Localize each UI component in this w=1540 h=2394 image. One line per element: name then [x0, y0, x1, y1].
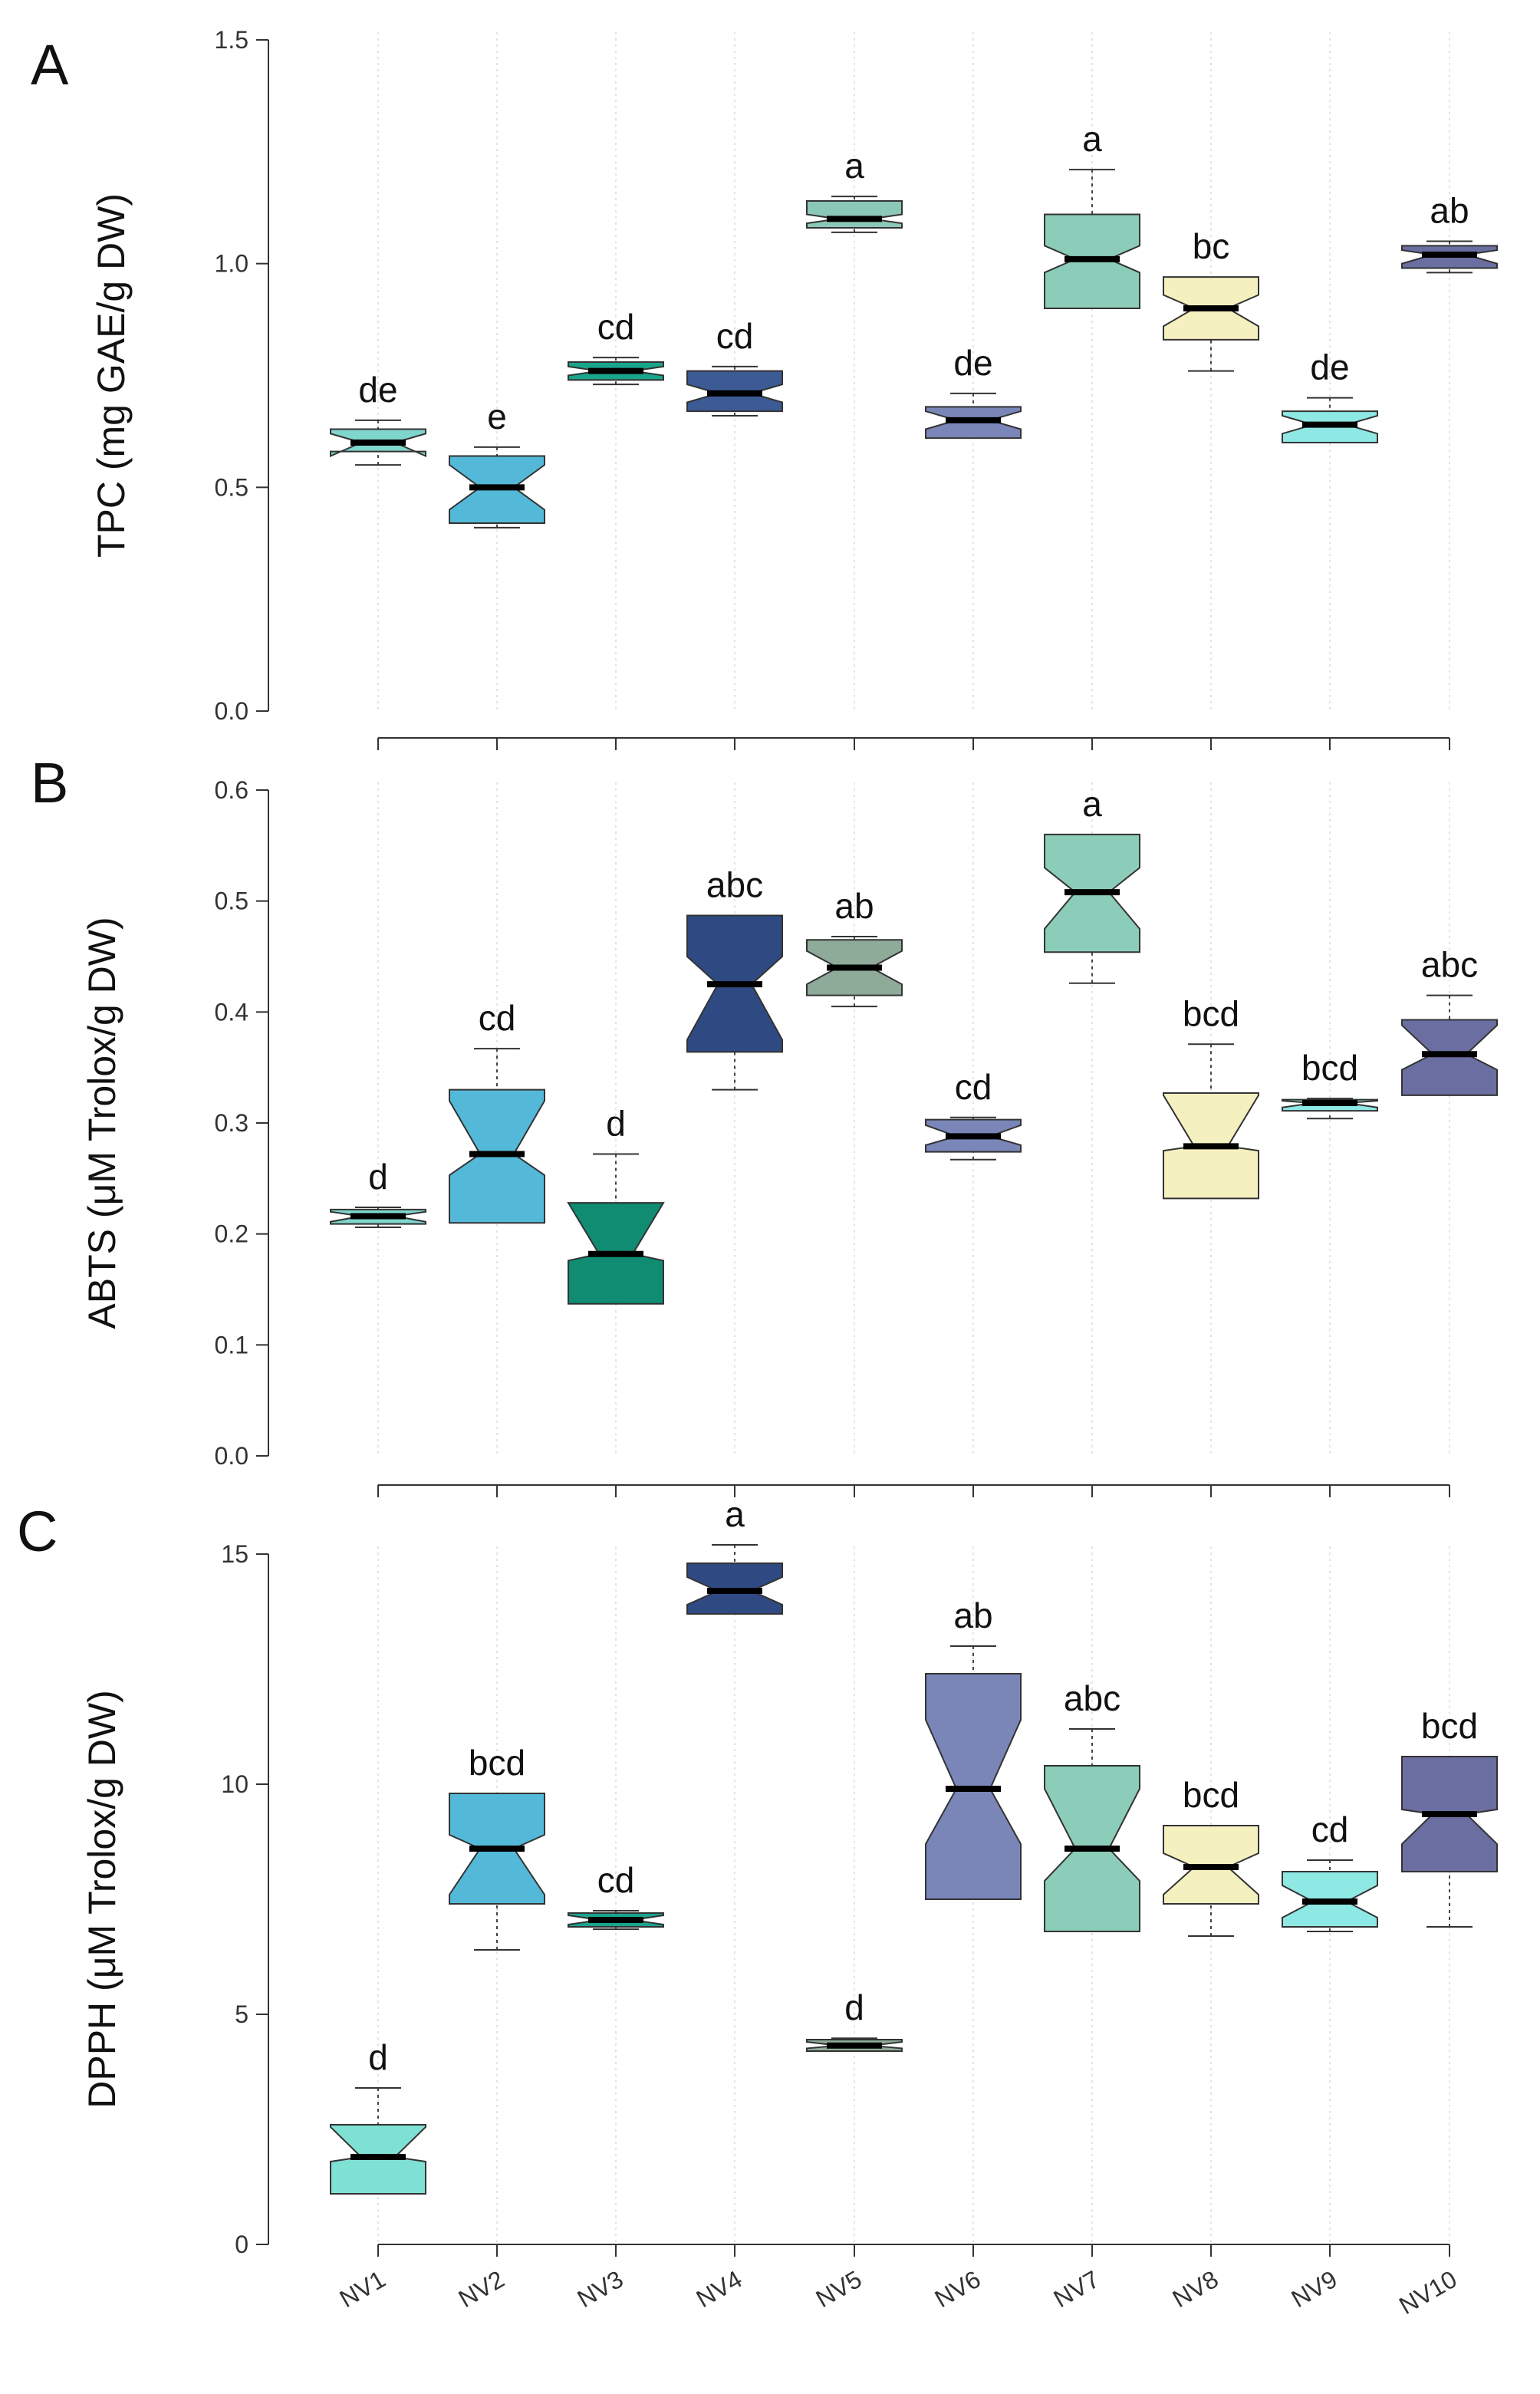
significance-letter: bcd [1421, 1706, 1478, 1746]
significance-letter: bcd [1183, 1775, 1239, 1815]
y-tick-label: 0 [235, 2231, 248, 2258]
panel-label: A [31, 33, 69, 97]
y-tick-label: 0.6 [215, 776, 248, 804]
box-NV3: cd [568, 307, 664, 386]
panel-B: 0.0 0.1 0.2 0.3 0.4 0.5 0.6 ABTS (μM Trolox/g D… [31, 751, 1498, 1497]
box-NV1: de [330, 370, 426, 466]
significance-letter: de [358, 370, 397, 410]
box-NV7: a [1044, 784, 1140, 984]
x-tick-label: NV10 [1394, 2265, 1461, 2320]
significance-letter: ab [953, 1595, 992, 1635]
y-tick-label: 10 [221, 1770, 248, 1798]
panel-A: 0.0 0.5 1.0 1.5 TPC (mg GAE/g DW) Ade e cd cd a de… [31, 26, 1498, 750]
panel-C: 0 5 10 15 DPPH (μM Trolox/g DW) C NV1 NV2 NV3 NV4… [17, 1494, 1498, 2320]
box-NV4: cd [686, 316, 783, 417]
significance-letter: bcd [469, 1743, 525, 1783]
x-tick-label: NV8 [1168, 2265, 1223, 2313]
y-tick-label: 0.0 [215, 697, 248, 725]
box-NV9: cd [1282, 1809, 1378, 1932]
x-tick-label: NV1 [335, 2265, 390, 2313]
box-NV8: bcd [1163, 1775, 1259, 1937]
significance-letter: a [725, 1494, 745, 1534]
box-NV8: bc [1163, 226, 1259, 372]
y-tick-label: 0.5 [215, 473, 248, 501]
x-tick-label: NV4 [692, 2265, 747, 2313]
significance-letter: a [844, 146, 864, 186]
box-NV1: d [330, 1157, 426, 1228]
notched-box [806, 200, 903, 229]
significance-letter: d [368, 2037, 388, 2077]
box-NV6: de [925, 343, 1022, 440]
significance-letter: cd [955, 1067, 992, 1107]
y-tick-label: 5 [235, 2000, 248, 2028]
significance-letter: abc [1421, 945, 1478, 985]
y-axis-title: TPC (mg GAE/g DW) [90, 193, 133, 558]
significance-letter: d [844, 1987, 864, 2027]
significance-letter: cd [1311, 1809, 1349, 1849]
box-NV3: d [567, 1104, 665, 1305]
panel-label: B [31, 751, 68, 815]
significance-letter: abc [706, 864, 763, 904]
box-NV4: abc [686, 864, 783, 1091]
y-tick-label: 0.4 [215, 998, 248, 1026]
box-NV6: cd [925, 1067, 1022, 1161]
x-tick-label: NV3 [573, 2265, 628, 2313]
box-NV8: bcd [1163, 993, 1259, 1200]
y-tick-label: 0.1 [215, 1331, 248, 1358]
y-tick-label: 1.0 [215, 250, 248, 278]
box-NV5: a [806, 146, 903, 233]
significance-letter: d [368, 1157, 388, 1197]
y-tick-label: 0.3 [215, 1109, 248, 1137]
x-tick-label: NV7 [1049, 2265, 1104, 2313]
box-NV7: a [1044, 119, 1140, 309]
box-NV1: d [330, 2037, 426, 2195]
box-NV3: cd [568, 1860, 664, 1930]
significance-letter: cd [597, 1860, 635, 1900]
significance-letter: d [606, 1104, 626, 1144]
box-NV2: cd [449, 998, 545, 1224]
y-axis-title: ABTS (μM Trolox/g DW) [81, 917, 123, 1329]
significance-letter: a [1082, 119, 1102, 159]
significance-letter: abc [1064, 1678, 1120, 1718]
significance-letter: cd [479, 998, 516, 1038]
significance-letter: cd [597, 307, 635, 347]
box-NV10: ab [1401, 191, 1498, 274]
box-NV10: abc [1401, 945, 1498, 1096]
significance-letter: bcd [1183, 993, 1239, 1033]
significance-letter: e [487, 397, 507, 436]
y-tick-label: 15 [221, 1540, 248, 1568]
significance-letter: cd [716, 316, 754, 356]
box-NV5: ab [806, 886, 903, 1008]
panel-label: C [17, 1500, 58, 1563]
x-tick-label: NV2 [454, 2265, 509, 2313]
y-tick-label: 0.0 [215, 1442, 248, 1470]
significance-letter: bcd [1301, 1048, 1358, 1088]
significance-letter: de [1310, 347, 1349, 387]
box-NV2: bcd [449, 1743, 545, 1951]
y-axis-title: DPPH (μM Trolox/g DW) [81, 1690, 123, 2109]
y-tick-label: 0.5 [215, 887, 248, 915]
significance-letter: ab [1430, 191, 1469, 231]
significance-letter: a [1082, 784, 1102, 824]
x-tick-label: NV5 [811, 2265, 867, 2313]
box-NV9: bcd [1282, 1048, 1378, 1120]
x-tick-label: NV9 [1287, 2265, 1342, 2313]
box-NV9: de [1282, 347, 1378, 443]
box-NV5: d [806, 1987, 903, 2052]
box-NV6: ab [925, 1595, 1022, 1900]
box-NV7: abc [1044, 1678, 1140, 1932]
y-tick-label: 1.5 [215, 26, 248, 54]
notched-box [1401, 1019, 1498, 1096]
box-NV10: bcd [1401, 1706, 1498, 1928]
significance-letter: ab [834, 886, 874, 926]
x-tick-label: NV6 [930, 2265, 986, 2313]
box-NV2: e [449, 397, 545, 529]
y-tick-label: 0.2 [215, 1220, 248, 1248]
significance-letter: bc [1193, 226, 1230, 266]
box-NV4: a [686, 1494, 783, 1615]
significance-letter: de [953, 343, 992, 383]
